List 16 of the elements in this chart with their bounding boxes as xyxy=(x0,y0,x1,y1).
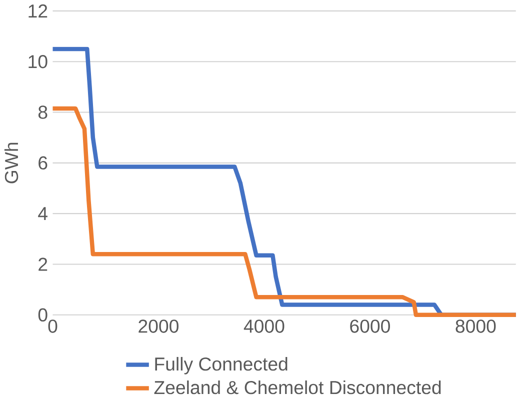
y-tick-label: 12 xyxy=(28,4,48,18)
y-tick-label: 6 xyxy=(38,156,48,170)
x-tick-label: 4000 xyxy=(244,319,284,333)
y-tick-label: 8 xyxy=(38,105,48,119)
y-tick-label: 4 xyxy=(38,207,48,220)
line-series xyxy=(50,106,518,317)
x-tick-label: 2000 xyxy=(138,319,178,333)
x-tick-label: 0 xyxy=(48,319,58,333)
y-tick-label: 2 xyxy=(38,258,48,271)
legend-label: Zeeland & Chemelot Disconnected xyxy=(154,380,441,394)
x-tick-label: 6000 xyxy=(350,319,390,333)
legend-label: Fully Connected xyxy=(155,356,288,374)
y-tick-label: 0 xyxy=(38,308,48,322)
y-axis-title: GWh xyxy=(4,142,18,184)
y-tick-label: 10 xyxy=(28,54,48,68)
x-tick-label: 8000 xyxy=(456,319,496,333)
